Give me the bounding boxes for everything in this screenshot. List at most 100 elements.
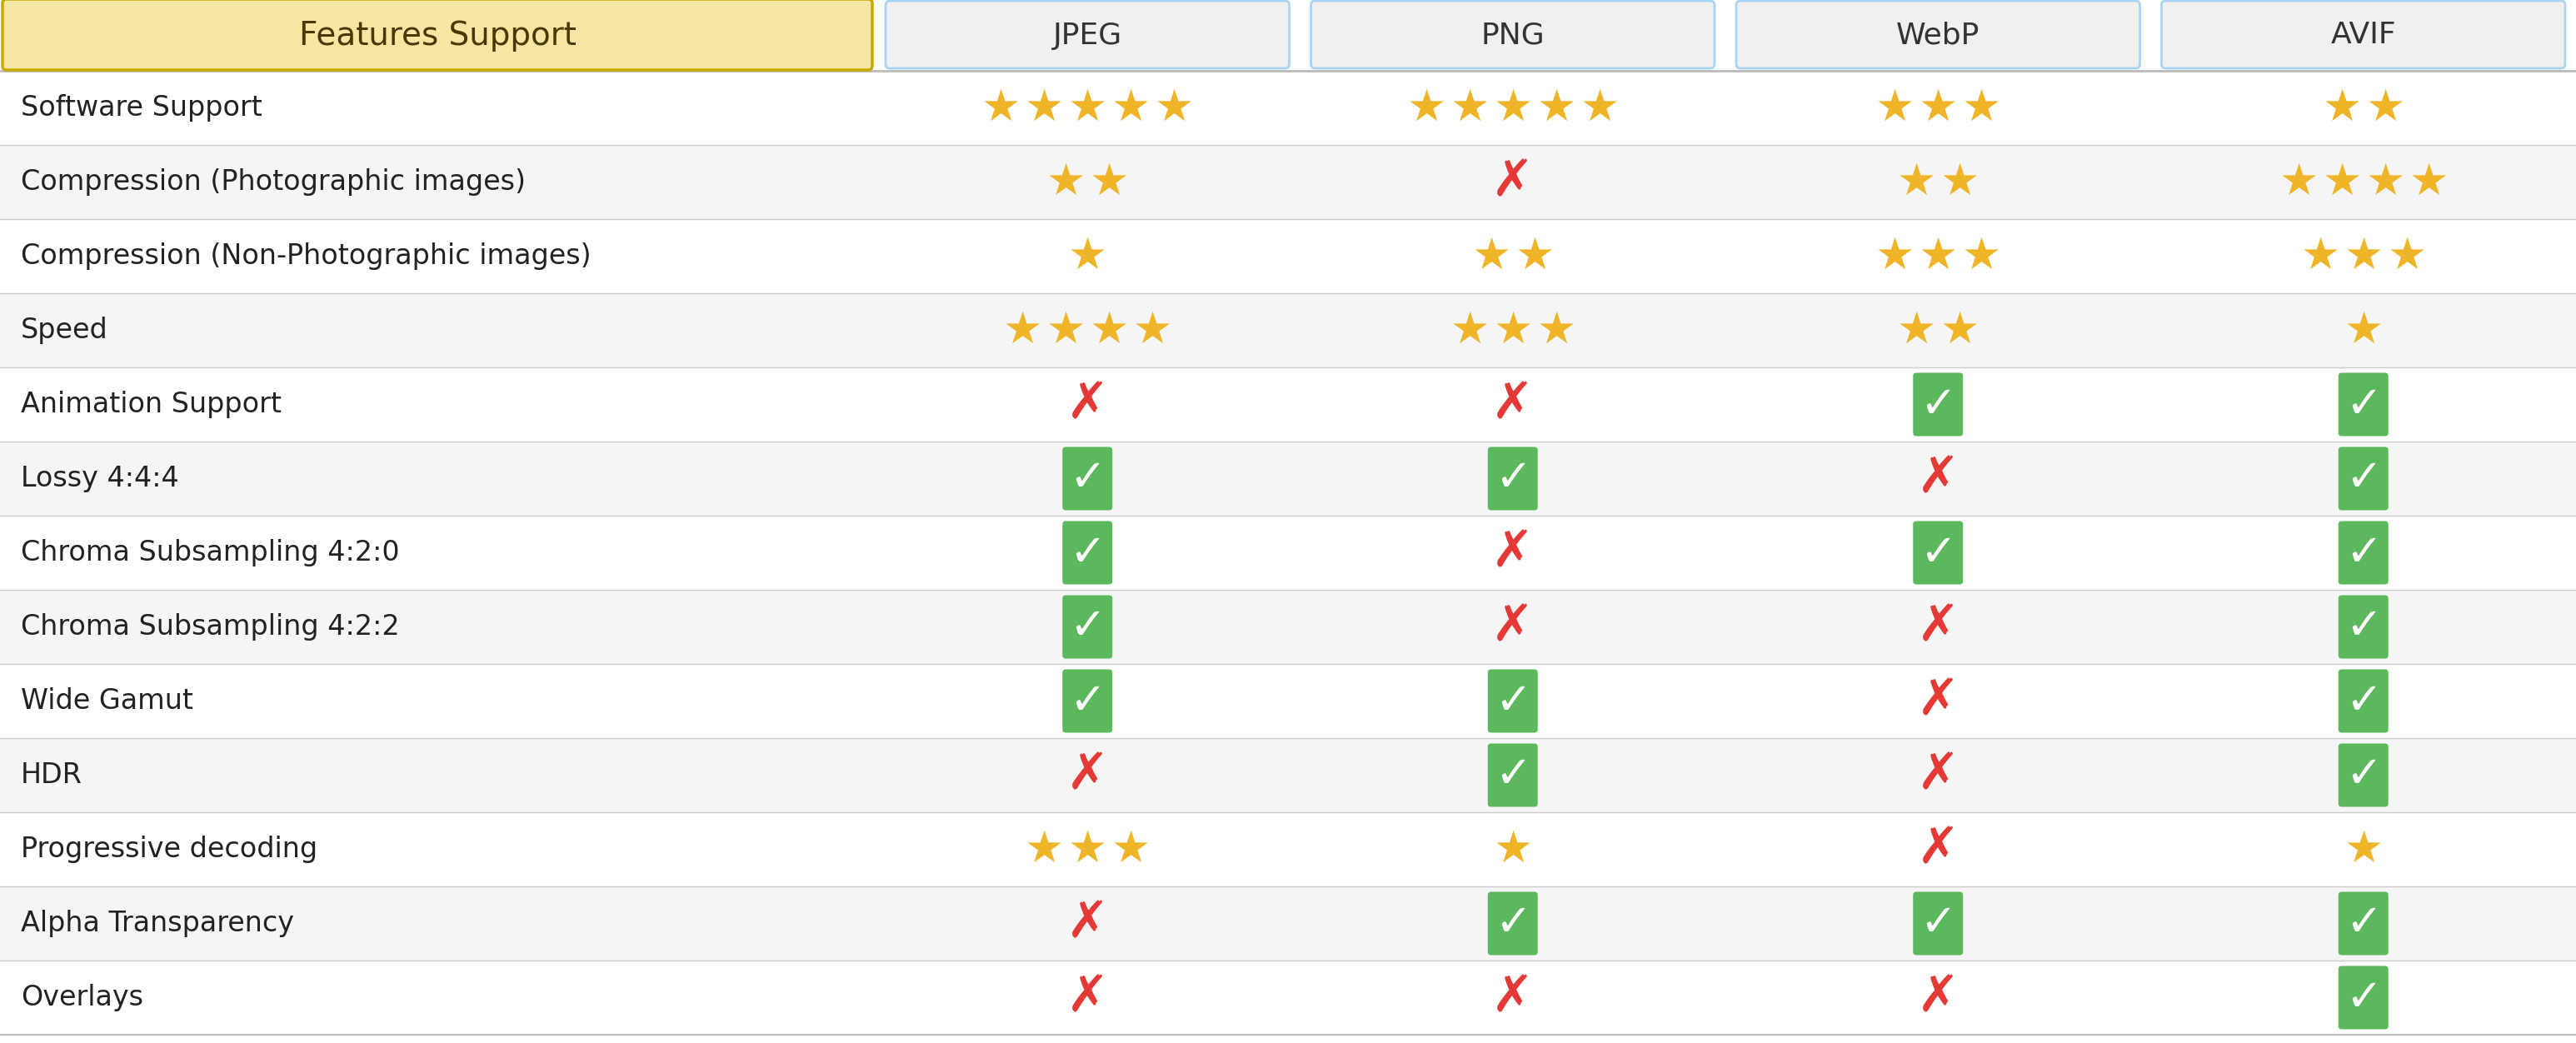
Text: ✓: ✓ bbox=[1494, 457, 1530, 501]
Text: ✗: ✗ bbox=[1492, 157, 1535, 207]
Text: ★: ★ bbox=[1875, 87, 1914, 129]
Text: ✓: ✓ bbox=[1069, 531, 1105, 575]
Text: ★: ★ bbox=[1133, 309, 1172, 351]
FancyBboxPatch shape bbox=[1061, 522, 1113, 584]
Bar bbox=[0, 664, 2576, 738]
Bar bbox=[0, 961, 2576, 1035]
Text: ✓: ✓ bbox=[1494, 902, 1530, 945]
Text: ✓: ✓ bbox=[1494, 679, 1530, 723]
Text: Lossy 4:4:4: Lossy 4:4:4 bbox=[21, 465, 178, 492]
Text: ★: ★ bbox=[2300, 235, 2339, 277]
Text: Software Support: Software Support bbox=[21, 94, 263, 122]
Text: ★: ★ bbox=[1535, 87, 1577, 129]
FancyBboxPatch shape bbox=[1061, 447, 1113, 510]
FancyBboxPatch shape bbox=[1489, 744, 1538, 807]
Text: ★: ★ bbox=[2321, 161, 2362, 203]
Text: ★: ★ bbox=[1471, 235, 1510, 277]
Text: ✓: ✓ bbox=[1919, 902, 1958, 945]
Bar bbox=[0, 441, 2576, 515]
Text: ✓: ✓ bbox=[1069, 679, 1105, 723]
FancyBboxPatch shape bbox=[2339, 966, 2388, 1029]
Bar bbox=[0, 71, 2576, 145]
FancyBboxPatch shape bbox=[2339, 670, 2388, 732]
Text: ★: ★ bbox=[1940, 161, 1978, 203]
FancyBboxPatch shape bbox=[1914, 372, 1963, 436]
Text: ✗: ✗ bbox=[1492, 973, 1535, 1022]
Text: ✗: ✗ bbox=[1917, 454, 1960, 503]
Text: ✗: ✗ bbox=[1917, 973, 1960, 1022]
Text: ★: ★ bbox=[1406, 87, 1445, 129]
FancyBboxPatch shape bbox=[1061, 670, 1113, 732]
Text: Overlays: Overlays bbox=[21, 984, 144, 1012]
FancyBboxPatch shape bbox=[2339, 522, 2388, 584]
FancyBboxPatch shape bbox=[2339, 892, 2388, 955]
Text: ✓: ✓ bbox=[2344, 976, 2383, 1019]
Text: ★: ★ bbox=[1025, 828, 1064, 871]
Text: ★: ★ bbox=[1494, 87, 1533, 129]
Bar bbox=[0, 887, 2576, 961]
Text: ★: ★ bbox=[1535, 309, 1577, 351]
Text: Animation Support: Animation Support bbox=[21, 391, 281, 418]
Text: ★: ★ bbox=[1896, 309, 1937, 351]
Text: ✓: ✓ bbox=[2344, 457, 2383, 501]
Text: ★: ★ bbox=[1940, 309, 1978, 351]
Text: ✓: ✓ bbox=[2344, 383, 2383, 427]
Text: ★: ★ bbox=[2280, 161, 2318, 203]
Text: ★: ★ bbox=[1963, 87, 2002, 129]
Text: ★: ★ bbox=[1450, 309, 1489, 351]
Text: Features Support: Features Support bbox=[299, 20, 577, 51]
Text: ✗: ✗ bbox=[1492, 528, 1535, 578]
Text: Chroma Subsampling 4:2:2: Chroma Subsampling 4:2:2 bbox=[21, 613, 399, 640]
Bar bbox=[0, 219, 2576, 293]
Text: Chroma Subsampling 4:2:0: Chroma Subsampling 4:2:0 bbox=[21, 539, 399, 566]
Text: ★: ★ bbox=[2365, 161, 2403, 203]
Text: PNG: PNG bbox=[1481, 21, 1546, 50]
Text: ✗: ✗ bbox=[1066, 973, 1108, 1022]
Text: ★: ★ bbox=[1066, 235, 1108, 277]
FancyBboxPatch shape bbox=[1489, 892, 1538, 955]
Text: ★: ★ bbox=[1450, 87, 1489, 129]
Text: Alpha Transparency: Alpha Transparency bbox=[21, 909, 294, 938]
FancyBboxPatch shape bbox=[1914, 892, 1963, 955]
Text: ★: ★ bbox=[1579, 87, 1620, 129]
Text: ★: ★ bbox=[1515, 235, 1553, 277]
Text: ✓: ✓ bbox=[1069, 605, 1105, 649]
Text: AVIF: AVIF bbox=[2331, 21, 2396, 50]
Text: ★: ★ bbox=[1919, 87, 1958, 129]
Text: ★: ★ bbox=[1046, 309, 1084, 351]
Text: ✓: ✓ bbox=[2344, 531, 2383, 575]
Text: ★: ★ bbox=[1025, 87, 1064, 129]
Text: ★: ★ bbox=[1154, 87, 1193, 129]
Bar bbox=[0, 812, 2576, 887]
Text: Speed: Speed bbox=[21, 317, 108, 344]
Text: Progressive decoding: Progressive decoding bbox=[21, 835, 317, 863]
Text: ✗: ✗ bbox=[1917, 677, 1960, 726]
Text: ✗: ✗ bbox=[1492, 602, 1535, 652]
Text: ✗: ✗ bbox=[1492, 380, 1535, 429]
Text: ★: ★ bbox=[1066, 87, 1108, 129]
Text: ★: ★ bbox=[1002, 309, 1043, 351]
Text: ★: ★ bbox=[2344, 828, 2383, 871]
Text: ✓: ✓ bbox=[2344, 753, 2383, 797]
Text: ✗: ✗ bbox=[1917, 751, 1960, 800]
Text: Compression (Photographic images): Compression (Photographic images) bbox=[21, 168, 526, 196]
Bar bbox=[0, 293, 2576, 367]
Text: ★: ★ bbox=[2409, 161, 2447, 203]
Text: JPEG: JPEG bbox=[1054, 21, 1123, 50]
Text: ★: ★ bbox=[2388, 235, 2427, 277]
Text: ★: ★ bbox=[1963, 235, 2002, 277]
FancyBboxPatch shape bbox=[1489, 670, 1538, 732]
Text: ★: ★ bbox=[2344, 235, 2383, 277]
Bar bbox=[0, 145, 2576, 219]
FancyBboxPatch shape bbox=[1061, 596, 1113, 658]
FancyBboxPatch shape bbox=[2161, 1, 2566, 68]
FancyBboxPatch shape bbox=[3, 0, 873, 70]
Text: ★: ★ bbox=[1875, 235, 1914, 277]
Text: ★: ★ bbox=[2321, 87, 2362, 129]
Text: ★: ★ bbox=[1494, 828, 1533, 871]
Bar bbox=[0, 738, 2576, 812]
Text: ✗: ✗ bbox=[1066, 751, 1108, 800]
Text: ✗: ✗ bbox=[1917, 602, 1960, 652]
Text: ★: ★ bbox=[1046, 161, 1084, 203]
FancyBboxPatch shape bbox=[2339, 447, 2388, 510]
